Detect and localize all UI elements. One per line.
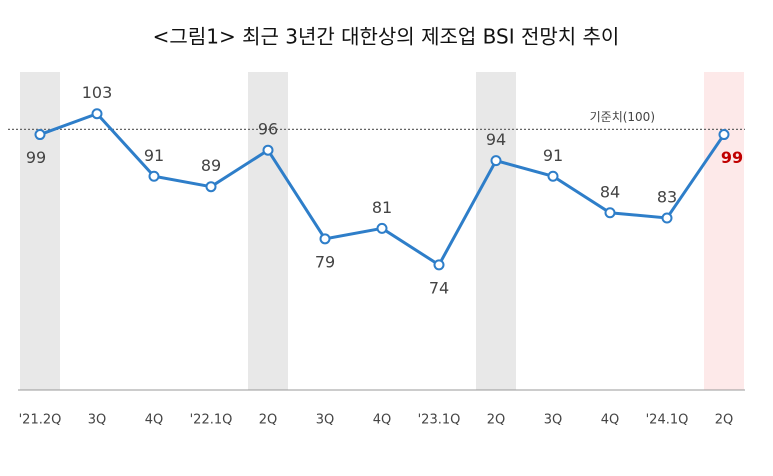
x-tick-label: 4Q [601, 413, 620, 428]
x-tick-label: 2Q [715, 413, 734, 428]
data-label: 99 [26, 148, 46, 167]
data-point [148, 170, 160, 182]
data-label: 91 [144, 146, 164, 165]
highlight-band [704, 72, 744, 390]
x-tick-label: 2Q [259, 413, 278, 428]
shade-band [248, 72, 288, 390]
x-tick-label: '22.1Q [190, 413, 233, 428]
data-label: 99 [721, 148, 743, 167]
data-label: 84 [600, 182, 620, 201]
shade-band [20, 72, 60, 390]
data-label: 94 [486, 130, 506, 149]
data-point [319, 233, 331, 245]
data-point [547, 170, 559, 182]
x-tick-label: 3Q [544, 413, 563, 428]
data-label: 81 [372, 198, 392, 217]
data-label: 79 [315, 252, 335, 271]
x-tick-label: '23.1Q [418, 413, 461, 428]
x-tick-label: '21.2Q [19, 413, 62, 428]
data-point [91, 108, 103, 120]
x-tick-label: '24.1Q [646, 413, 689, 428]
data-point [718, 129, 730, 141]
data-point [490, 155, 502, 167]
x-tick-label: 4Q [145, 413, 164, 428]
x-tick-label: 3Q [316, 413, 335, 428]
data-point [661, 212, 673, 224]
data-label: 74 [429, 278, 449, 297]
data-point [376, 222, 388, 234]
reference-label: 기준치(100) [590, 110, 655, 124]
x-tick-label: 2Q [487, 413, 506, 428]
series-line [39, 111, 726, 268]
data-point [262, 144, 274, 156]
data-label: 91 [543, 146, 563, 165]
data-point [433, 259, 445, 271]
data-label: 89 [201, 156, 221, 175]
x-tick-label: 4Q [373, 413, 392, 428]
x-tick-label: 3Q [88, 413, 107, 428]
shade-band [476, 72, 516, 390]
data-label: 96 [258, 120, 278, 139]
data-label: 83 [657, 187, 677, 206]
data-point [205, 181, 217, 193]
data-point [34, 129, 46, 141]
chart-title: <그림1> 최근 3년간 대한상의 제조업 BSI 전망치 추이 [153, 25, 620, 49]
data-point [604, 207, 616, 219]
data-label: 103 [82, 83, 113, 102]
